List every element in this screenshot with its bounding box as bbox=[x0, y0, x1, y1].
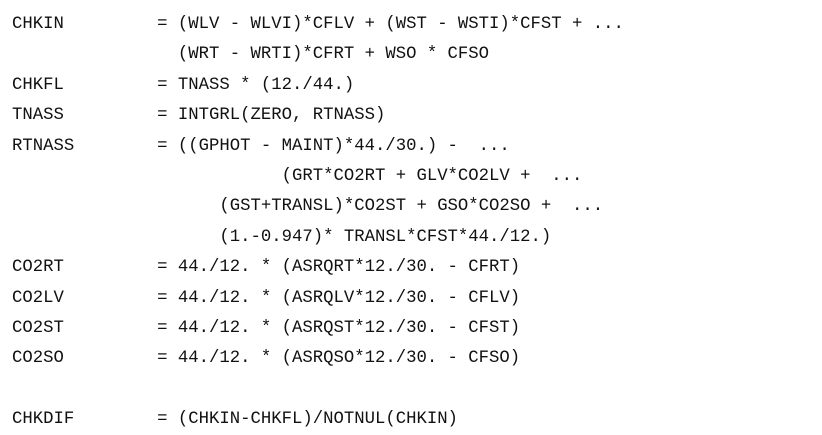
code-line-blank bbox=[12, 375, 624, 405]
code-line-chkin: CHKIN = (WLV - WLVI)*CFLV + (WST - WSTI)… bbox=[12, 15, 624, 34]
code-line-co2lv: CO2LV = 44./12. * (ASRQLV*12./30. - CFLV… bbox=[12, 288, 521, 308]
code-line-rtnass: RTNASS = ((GPHOT - MAINT)*44./30.) - ... bbox=[12, 136, 510, 156]
code-line-co2rt: CO2RT = 44./12. * (ASRQRT*12./30. - CFRT… bbox=[12, 258, 521, 278]
code-line-rtnass-cont-1: (GRT*CO2RT + GLV*CO2LV + ... bbox=[12, 166, 583, 186]
code-line-chkin-cont: (WRT - WRTI)*CFRT + WSO * CFSO bbox=[12, 45, 490, 65]
code-line-rtnass-cont-3: (1.-0.947)* TRANSL*CFST*44./12.) bbox=[12, 227, 552, 247]
code-listing: CHKIN = (WLV - WLVI)*CFLV + (WST - WSTI)… bbox=[12, 10, 624, 435]
code-line-co2st: CO2ST = 44./12. * (ASRQST*12./30. - CFST… bbox=[12, 318, 521, 338]
code-line-rtnass-cont-2: (GST+TRANSL)*CO2ST + GSO*CO2SO + ... bbox=[12, 197, 604, 217]
code-line-chkfl: CHKFL = TNASS * (12./44.) bbox=[12, 75, 355, 95]
code-line-co2so: CO2SO = 44./12. * (ASRQSO*12./30. - CFSO… bbox=[12, 349, 521, 369]
code-line-chkdif: CHKDIF = (CHKIN-CHKFL)/NOTNUL(CHKIN) bbox=[12, 410, 458, 430]
code-line-tnass: TNASS = INTGRL(ZERO, RTNASS) bbox=[12, 106, 386, 126]
